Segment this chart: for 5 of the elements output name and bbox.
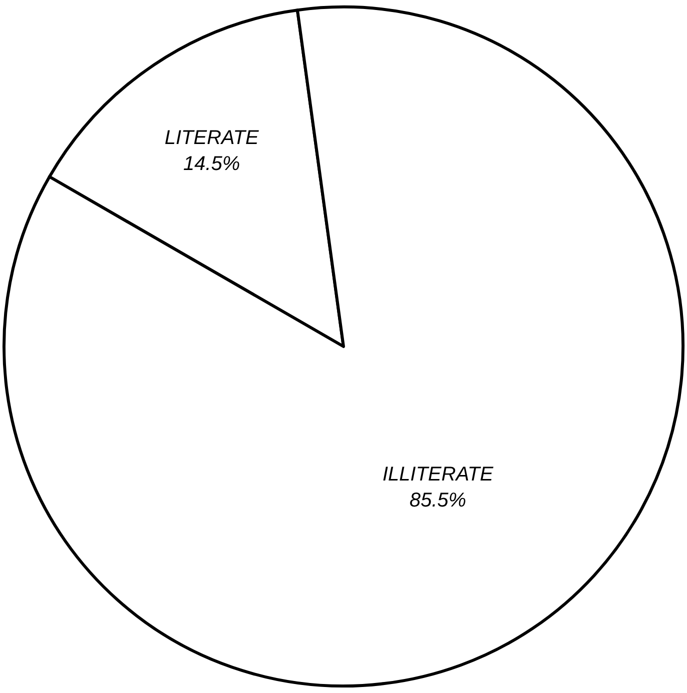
data-label: 85.5%	[409, 489, 466, 512]
slice-label: ILLITERATE	[382, 463, 494, 486]
data-label: 14.5%	[183, 152, 240, 175]
slice-label: LITERATE	[164, 126, 260, 149]
pie-slice	[2, 6, 684, 688]
